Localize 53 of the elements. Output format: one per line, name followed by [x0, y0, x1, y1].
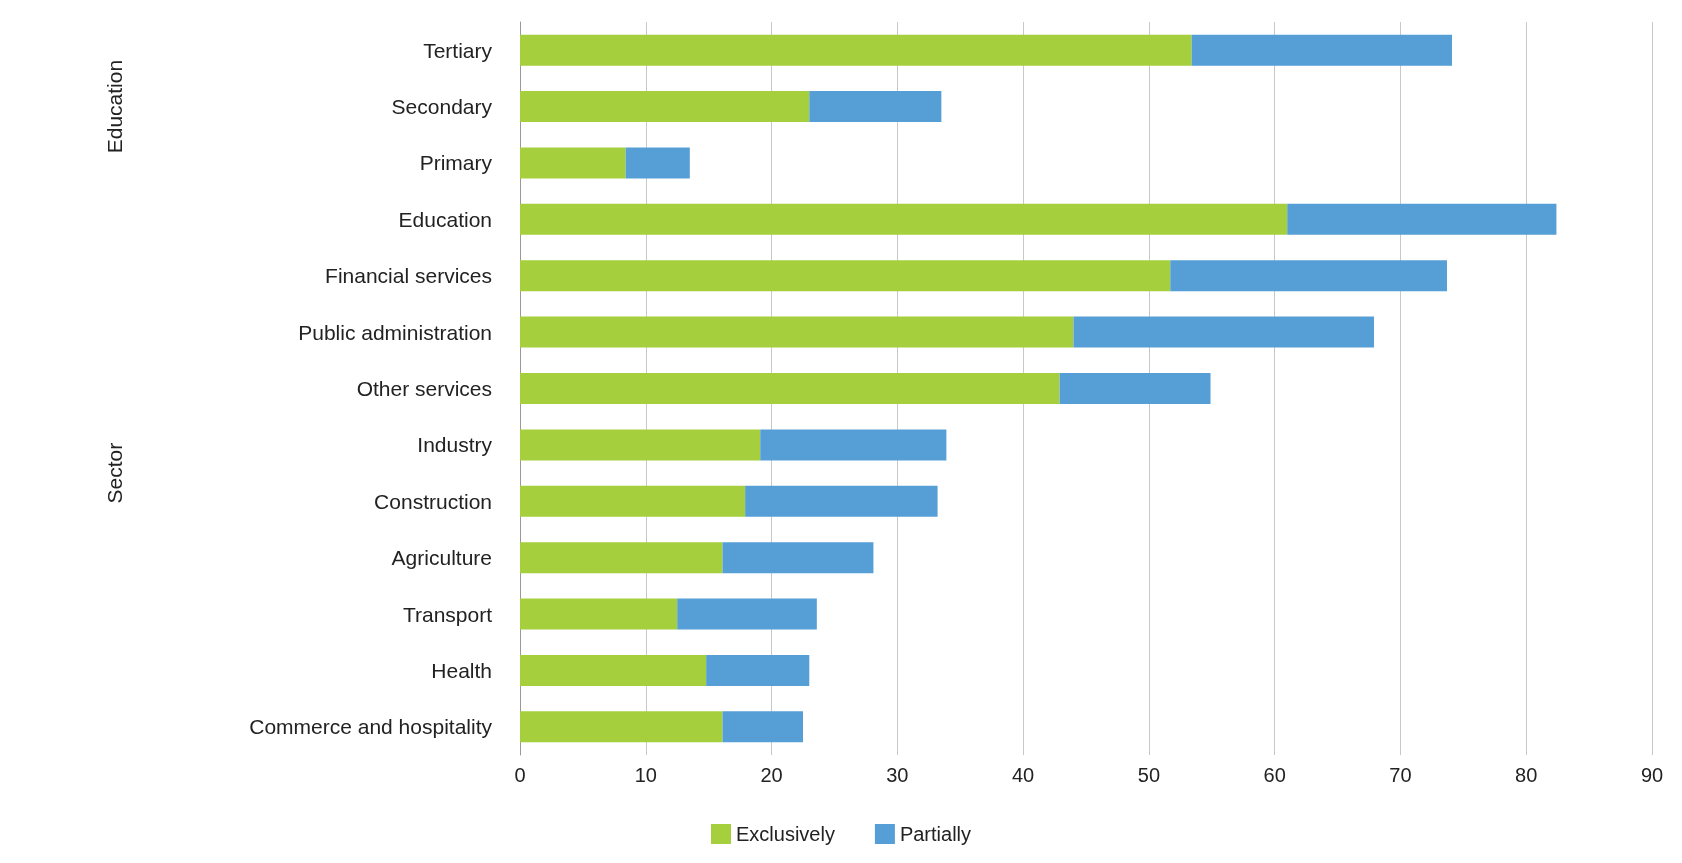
x-tick-label: 0	[514, 764, 526, 786]
x-tick-label: 20	[760, 764, 783, 786]
bar	[706, 654, 810, 686]
bar	[520, 316, 1074, 348]
y-tick-label: Agriculture	[391, 546, 492, 570]
bar	[520, 598, 678, 630]
bar	[722, 711, 803, 743]
x-tick-label: 40	[1011, 764, 1035, 786]
x-tick-label: 50	[1137, 764, 1161, 786]
bar	[625, 147, 690, 179]
bar	[1059, 372, 1211, 405]
bar	[520, 711, 723, 743]
bar	[520, 147, 626, 179]
x-tick-label: 60	[1263, 764, 1286, 786]
bar	[1073, 316, 1375, 348]
y-tick-label: Secondary	[391, 95, 493, 119]
bar	[520, 91, 810, 123]
bar	[1191, 34, 1453, 66]
y-tick-label: Financial services	[325, 264, 492, 288]
bar	[760, 429, 947, 461]
y-tick-label: Construction	[374, 489, 492, 513]
y-tick-label: Other services	[356, 377, 492, 400]
bar	[520, 542, 723, 574]
bar	[722, 542, 874, 574]
x-tick-label: 30	[886, 764, 909, 786]
x-tick-label: 90	[1640, 764, 1664, 786]
bar	[520, 372, 1060, 405]
bar	[677, 598, 817, 630]
y-tick-label: Industry	[417, 433, 493, 457]
y-tick-label: Transport	[402, 602, 493, 626]
y-tick-label: Education	[398, 207, 492, 231]
bar	[745, 485, 938, 517]
bar	[809, 91, 942, 123]
bar	[520, 429, 761, 461]
bar	[1170, 260, 1447, 292]
legend-label: Exclusively	[735, 823, 835, 845]
y-tick-label: Commerce and hospitality	[249, 715, 493, 739]
y-tick-label: Tertiary	[423, 38, 493, 62]
bar	[520, 260, 1171, 292]
text: Sector	[102, 442, 126, 504]
legend-label: Partially	[899, 823, 972, 845]
y-tick-label: Public administration	[298, 320, 492, 344]
bar	[1287, 203, 1557, 235]
bar	[520, 485, 746, 517]
x-tick-label: 10	[634, 764, 657, 786]
y-tick-label: Primary	[419, 151, 493, 175]
x-tick-label: 70	[1389, 764, 1412, 786]
y-tick-label: Health	[431, 658, 492, 682]
text: Education	[102, 59, 126, 154]
bar	[520, 34, 1192, 66]
x-tick-label: 80	[1515, 764, 1538, 786]
bar	[520, 654, 707, 686]
bar	[520, 203, 1288, 235]
